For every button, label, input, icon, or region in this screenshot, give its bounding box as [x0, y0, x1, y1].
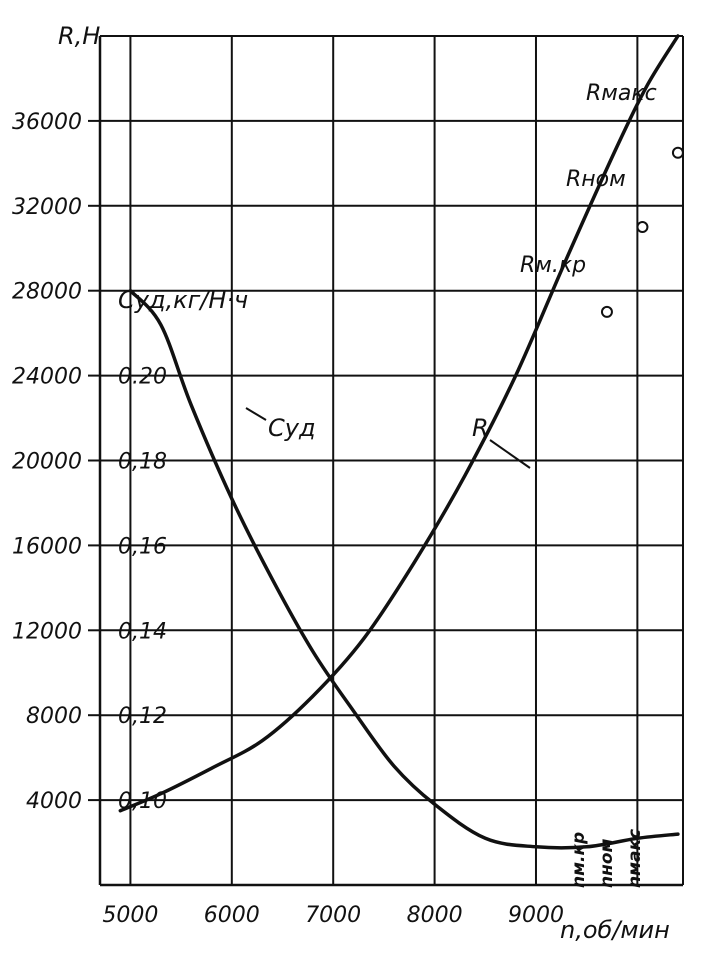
- y-axis-title-c: Суд,кг/Н·ч: [118, 286, 248, 314]
- x-tick-label: 9000: [508, 903, 564, 928]
- y-tick-label-R: 28000: [12, 280, 82, 305]
- y-tick-labels-R: 4000 8000 12000 16000 20000 24000 28000 32000 36…: [12, 110, 100, 814]
- y-axis-title-R: R,Н: [58, 22, 100, 50]
- series-line-r: [118, 34, 680, 813]
- grid: [100, 36, 683, 885]
- y-tick-label-R: 8000: [26, 704, 82, 729]
- y-tick-label-c: 0,14: [118, 619, 167, 644]
- y-tick-label-c: 0,18: [118, 450, 167, 475]
- y-tick-label-c: 0.20: [118, 365, 167, 390]
- point-marker: [671, 146, 684, 159]
- series-group: [118, 34, 680, 850]
- x-tick-label: 7000: [305, 903, 361, 928]
- point-label-rmkr: Rм.кр: [520, 253, 586, 278]
- y-tick-label-c: 0,12: [118, 704, 167, 729]
- x-tick-label: 5000: [102, 903, 158, 928]
- point-markers: [600, 146, 684, 318]
- x-tick-labels: 5000 6000 7000 8000 9000: [102, 903, 564, 928]
- y-tick-label-R: 36000: [12, 110, 82, 135]
- leader-line-c: [245, 407, 267, 421]
- curve-label-R: R: [472, 414, 489, 442]
- n-label-max-group: nмакс: [625, 829, 645, 888]
- n-label-nom-group: nном: [597, 838, 617, 888]
- n-label-max: nмакс: [625, 829, 645, 888]
- curve-label-c: Суд: [268, 414, 316, 442]
- series-line-c: [128, 288, 680, 850]
- x-axis-title: n,об/мин: [560, 916, 670, 944]
- point-marker: [600, 305, 613, 318]
- point-label-rmax: Rмакс: [586, 81, 657, 106]
- leader-line-R: [489, 439, 531, 469]
- n-label-nom: nном: [597, 838, 617, 888]
- y-tick-label-R: 12000: [12, 619, 82, 644]
- x-tick-label: 6000: [204, 903, 260, 928]
- y-tick-label-R: 24000: [12, 365, 82, 390]
- y-tick-label-R: 16000: [12, 534, 82, 559]
- y-tick-labels-c: 0,100,120,140,160,180.20: [118, 365, 167, 814]
- n-label-mkr-group: nм.кр: [569, 832, 589, 888]
- y-tick-label-R: 20000: [12, 450, 82, 475]
- n-label-mkr: nм.кр: [569, 832, 589, 888]
- y-tick-label-c: 0,16: [118, 534, 167, 559]
- x-tick-label: 8000: [407, 903, 463, 928]
- y-tick-label-R: 32000: [12, 195, 82, 220]
- point-label-rnom: Rном: [566, 167, 626, 192]
- y-tick-label-R: 4000: [26, 789, 82, 814]
- point-marker: [636, 221, 649, 234]
